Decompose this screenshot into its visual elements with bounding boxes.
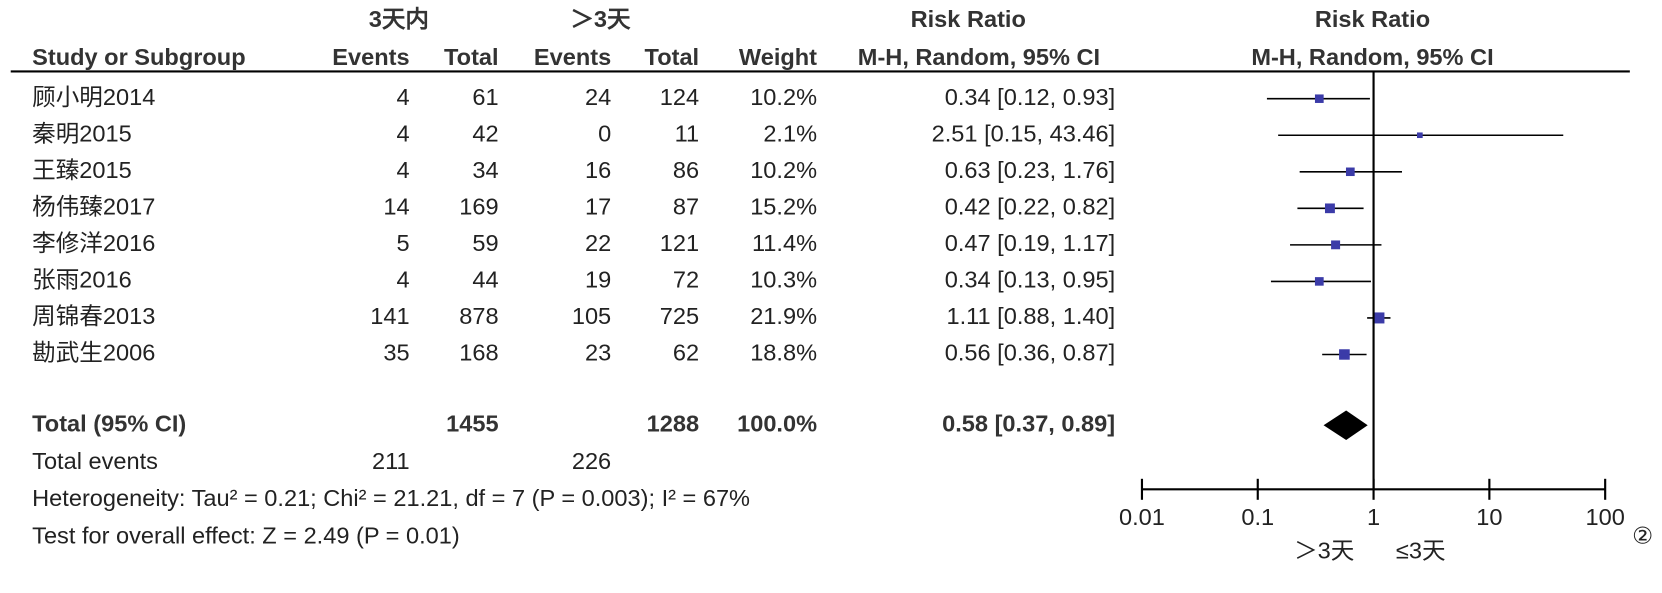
cell: 11 (675, 121, 699, 147)
weight: 10.2% (750, 157, 817, 183)
weight: 100.0% (737, 411, 817, 437)
effect-square (1314, 277, 1324, 286)
study-name: 杨伟臻2017 (32, 194, 155, 220)
ci-label: 0.42 [0.22, 0.82] (945, 194, 1115, 220)
favours-label: ＞3天 (1294, 538, 1354, 564)
weight: 2.1% (763, 121, 817, 147)
x-tick-label: 1 (1367, 504, 1380, 530)
cell: 211 (372, 448, 410, 474)
x-tick-label: 100 (1585, 504, 1624, 530)
cell: 124 (660, 84, 699, 110)
effect-square (1314, 94, 1324, 103)
group-header: 3天内 (369, 6, 429, 32)
cell: 141 (370, 303, 409, 329)
column-header: Study or Subgroup (32, 44, 245, 70)
cell: 169 (459, 194, 498, 220)
column-header: M-H, Random, 95% CI (858, 44, 1100, 70)
weight: 10.3% (750, 267, 817, 293)
effect-square (1324, 203, 1335, 214)
cell: 1288 (647, 411, 699, 437)
effect-square (1345, 167, 1355, 177)
effect-square (1373, 312, 1385, 324)
cell: 35 (383, 340, 409, 366)
cell: 61 (472, 84, 498, 110)
cell: 121 (660, 230, 699, 256)
cell: 59 (472, 230, 498, 256)
ci-label: 0.58 [0.37, 0.89] (942, 411, 1115, 437)
cell: 62 (673, 340, 699, 366)
cell: 725 (660, 303, 699, 329)
ci-label: 0.47 [0.19, 1.17] (945, 230, 1115, 256)
cell: 34 (472, 157, 498, 183)
cell: 4 (396, 267, 409, 293)
x-tick-label: 0.1 (1241, 504, 1274, 530)
pooled-diamond (1323, 410, 1368, 440)
column-header: Events (332, 44, 409, 70)
overall-effect: Test for overall effect: Z = 2.49 (P = 0… (32, 523, 460, 549)
cell: 19 (585, 267, 611, 293)
cell: 22 (585, 230, 611, 256)
column-header: M-H, Random, 95% CI (1251, 44, 1493, 70)
heterogeneity: Heterogeneity: Tau² = 0.21; Chi² = 21.21… (32, 485, 750, 511)
ci-label: 1.11 [0.88, 1.40] (947, 303, 1116, 329)
effect-square (1416, 132, 1423, 139)
x-tick-label: 10 (1476, 504, 1502, 530)
cell: 72 (673, 267, 699, 293)
weight: 11.4% (752, 230, 817, 256)
cell: 24 (585, 84, 611, 110)
cell: 168 (459, 340, 498, 366)
total-events: Total events (32, 448, 158, 474)
cell: 878 (459, 303, 498, 329)
ci-label: 0.63 [0.23, 1.76] (945, 157, 1115, 183)
cell: 105 (572, 303, 611, 329)
effect-square (1331, 240, 1341, 250)
annotation: ② (1632, 523, 1653, 549)
favours-label: ≤3天 (1396, 538, 1446, 564)
cell: 0 (598, 121, 611, 147)
cell: 44 (472, 267, 498, 293)
ci-label: 0.34 [0.12, 0.93] (945, 84, 1115, 110)
study-name: 周锦春2013 (32, 303, 155, 329)
group-header: ＞3天 (570, 6, 631, 32)
cell: 4 (396, 157, 409, 183)
weight: 15.2% (750, 194, 817, 220)
column-header: Total (444, 44, 499, 70)
study-name: 勘武生2006 (32, 340, 155, 366)
weight: 18.8% (750, 340, 817, 366)
cell: 4 (396, 84, 409, 110)
study-name: 李修洋2016 (32, 230, 155, 256)
cell: 86 (673, 157, 699, 183)
cell: 226 (572, 448, 611, 474)
weight: 21.9% (750, 303, 817, 329)
cell: 5 (396, 230, 409, 256)
cell: 17 (585, 194, 611, 220)
cell: 23 (585, 340, 611, 366)
column-header: Events (534, 44, 611, 70)
ci-label: 0.34 [0.13, 0.95] (945, 267, 1115, 293)
cell: 16 (585, 157, 611, 183)
weight: 10.2% (750, 84, 817, 110)
study-name: 顾小明2014 (32, 84, 155, 110)
cell: 14 (383, 194, 409, 220)
cell: 87 (673, 194, 699, 220)
ci-label: 2.51 [0.15, 43.46] (932, 121, 1115, 147)
table-header: Risk Ratio (911, 6, 1026, 32)
study-name: 张雨2016 (32, 267, 132, 293)
effect-square (1339, 349, 1350, 360)
cell: 1455 (446, 411, 498, 437)
plot-header: Risk Ratio (1315, 6, 1430, 32)
x-tick-label: 0.01 (1119, 504, 1165, 530)
ci-label: 0.56 [0.36, 0.87] (945, 340, 1115, 366)
cell: 42 (472, 121, 498, 147)
total-name: Total (95% CI) (32, 411, 186, 437)
study-name: 王臻2015 (32, 157, 132, 183)
column-header: Weight (739, 44, 817, 70)
study-name: 秦明2015 (32, 121, 132, 147)
column-header: Total (645, 44, 700, 70)
cell: 4 (396, 121, 409, 147)
